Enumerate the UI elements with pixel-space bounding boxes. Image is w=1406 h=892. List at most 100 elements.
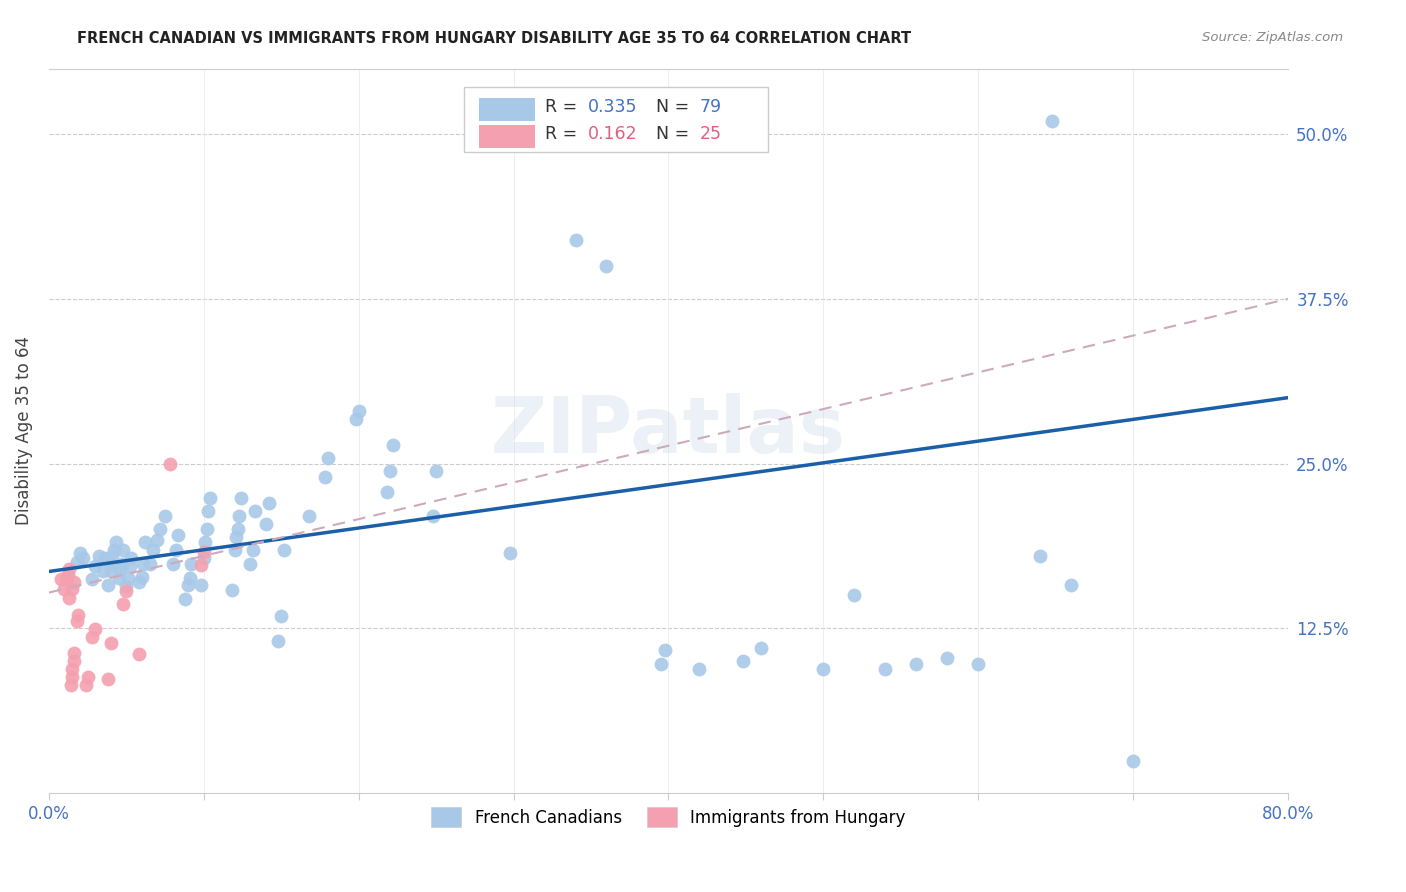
Point bbox=[595, 259, 617, 273]
Text: 0.162: 0.162 bbox=[588, 125, 637, 143]
Point bbox=[59, 678, 82, 692]
Point bbox=[254, 517, 277, 532]
Point bbox=[60, 662, 83, 676]
Point bbox=[190, 577, 212, 591]
Point bbox=[316, 451, 339, 466]
Point bbox=[91, 565, 114, 579]
Point bbox=[347, 404, 370, 418]
Point bbox=[66, 615, 89, 629]
Point bbox=[228, 509, 250, 524]
Point bbox=[257, 496, 280, 510]
Point bbox=[66, 555, 89, 569]
Point bbox=[298, 509, 321, 524]
Point bbox=[177, 577, 200, 591]
Point bbox=[378, 464, 401, 478]
Point bbox=[51, 573, 73, 587]
Point bbox=[270, 609, 292, 624]
Point bbox=[82, 630, 104, 644]
Point bbox=[239, 557, 262, 571]
Point bbox=[1122, 754, 1144, 768]
Point bbox=[117, 571, 139, 585]
Point bbox=[100, 565, 122, 579]
Point bbox=[180, 557, 202, 571]
Point bbox=[375, 485, 398, 500]
Point bbox=[134, 535, 156, 549]
Point bbox=[967, 657, 990, 671]
Point bbox=[425, 464, 447, 478]
Point bbox=[84, 559, 107, 574]
Text: 25: 25 bbox=[699, 125, 721, 143]
Point bbox=[875, 662, 897, 676]
Point bbox=[138, 557, 160, 571]
Point bbox=[55, 573, 77, 587]
Point bbox=[499, 546, 522, 560]
Point bbox=[195, 522, 218, 536]
Point bbox=[229, 491, 252, 505]
Point bbox=[69, 546, 91, 560]
Point bbox=[314, 469, 336, 483]
Text: N =: N = bbox=[657, 125, 695, 143]
Point bbox=[128, 648, 150, 662]
Point bbox=[243, 504, 266, 518]
Point bbox=[267, 634, 290, 648]
Point bbox=[53, 582, 76, 596]
Point bbox=[149, 522, 172, 536]
Point bbox=[115, 579, 138, 593]
Y-axis label: Disability Age 35 to 64: Disability Age 35 to 64 bbox=[15, 336, 32, 525]
Point bbox=[115, 584, 138, 599]
Point bbox=[93, 551, 115, 566]
Point bbox=[128, 574, 150, 589]
Point bbox=[174, 592, 197, 607]
Point bbox=[104, 535, 127, 549]
Point bbox=[97, 577, 120, 591]
FancyBboxPatch shape bbox=[479, 98, 534, 121]
Point bbox=[242, 543, 264, 558]
Point bbox=[100, 635, 122, 649]
Point bbox=[731, 654, 754, 668]
Point bbox=[221, 582, 243, 597]
Point bbox=[62, 646, 84, 660]
FancyBboxPatch shape bbox=[464, 87, 768, 152]
Text: 0.335: 0.335 bbox=[588, 98, 637, 116]
Point bbox=[381, 438, 404, 452]
Point bbox=[654, 643, 676, 657]
Point bbox=[58, 562, 80, 576]
Point bbox=[131, 570, 153, 584]
Point bbox=[120, 551, 142, 566]
Text: R =: R = bbox=[544, 125, 582, 143]
Point bbox=[153, 509, 176, 524]
Point bbox=[844, 588, 866, 602]
Point bbox=[650, 657, 672, 671]
Text: ZIPatlas: ZIPatlas bbox=[491, 392, 846, 468]
Text: 79: 79 bbox=[699, 98, 721, 116]
Point bbox=[67, 607, 90, 622]
Point bbox=[1060, 577, 1083, 591]
Point bbox=[142, 543, 165, 558]
Point bbox=[1042, 114, 1064, 128]
Point bbox=[197, 504, 219, 518]
Point bbox=[190, 558, 212, 572]
Point bbox=[198, 491, 221, 505]
Point bbox=[111, 557, 134, 571]
Point bbox=[813, 662, 835, 676]
Point bbox=[1029, 549, 1052, 563]
Point bbox=[344, 411, 367, 425]
Point bbox=[107, 571, 129, 585]
Point bbox=[56, 568, 79, 582]
Text: R =: R = bbox=[544, 98, 582, 116]
Point bbox=[225, 530, 247, 544]
Point bbox=[166, 527, 188, 541]
Text: FRENCH CANADIAN VS IMMIGRANTS FROM HUNGARY DISABILITY AGE 35 TO 64 CORRELATION C: FRENCH CANADIAN VS IMMIGRANTS FROM HUNGA… bbox=[77, 31, 911, 46]
Point bbox=[108, 562, 131, 576]
Point bbox=[62, 574, 84, 589]
Point bbox=[132, 557, 155, 571]
Point bbox=[103, 543, 125, 558]
Point bbox=[76, 670, 98, 684]
Point bbox=[159, 457, 181, 471]
Point bbox=[82, 573, 104, 587]
Point bbox=[749, 640, 772, 655]
Point bbox=[97, 673, 120, 687]
Point bbox=[112, 543, 135, 558]
Point bbox=[72, 551, 94, 566]
Point bbox=[194, 535, 217, 549]
